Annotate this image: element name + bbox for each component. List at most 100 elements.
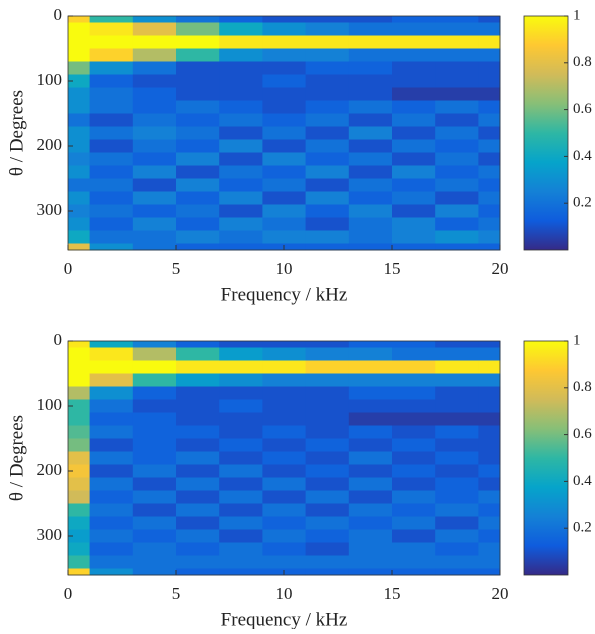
heatmap-cell: [348, 438, 393, 452]
heatmap-cell: [176, 542, 220, 556]
heatmap-cell: [348, 230, 393, 244]
heatmap-cell: [219, 464, 263, 478]
heatmap-cell: [68, 61, 91, 75]
heatmap-cell: [435, 438, 479, 452]
heatmap-cell: [89, 22, 134, 36]
heatmap-cell: [176, 22, 220, 36]
heatmap-cell: [132, 16, 177, 23]
heatmap-cell: [219, 490, 263, 504]
heatmap-cell: [132, 568, 177, 576]
heatmap-cell: [392, 438, 436, 452]
heatmap-cell: [305, 386, 350, 400]
heatmap-cell: [219, 126, 263, 140]
heatmap-cell: [132, 152, 177, 166]
heatmap-cell: [132, 503, 177, 517]
heatmap-cell: [348, 529, 393, 543]
heatmap-cell: [435, 373, 479, 387]
heatmap-cell: [435, 178, 479, 192]
heatmap-cell: [478, 341, 501, 348]
heatmap-cell: [89, 477, 134, 491]
heatmap-cell: [348, 87, 393, 101]
heatmap-cell: [392, 87, 436, 101]
heatmap-cell: [392, 516, 436, 530]
heatmap-cell: [68, 87, 91, 101]
heatmap-cell: [478, 16, 501, 23]
heatmap-cell: [348, 191, 393, 205]
heatmap: [68, 341, 501, 576]
heatmap-cell: [89, 87, 134, 101]
heatmap-cell: [305, 204, 350, 218]
heatmap-cell: [219, 35, 263, 49]
colorbar-tick-label: 0.8: [573, 379, 592, 395]
heatmap-cell: [305, 22, 350, 36]
heatmap-cell: [435, 451, 479, 465]
heatmap-cell: [132, 438, 177, 452]
heatmap-cell: [176, 165, 220, 179]
heatmap-cell: [89, 451, 134, 465]
x-tick-label: 0: [64, 584, 73, 603]
heatmap-cell: [392, 341, 436, 348]
heatmap-cell: [176, 191, 220, 205]
heatmap-cell: [219, 529, 263, 543]
colorbar-tick-label: 0.4: [573, 148, 592, 164]
heatmap-cell: [305, 230, 350, 244]
heatmap-cell: [89, 503, 134, 517]
x-tick-label: 10: [276, 584, 293, 603]
heatmap-cell: [348, 126, 393, 140]
heatmap-cell: [305, 139, 350, 153]
heatmap-cell: [68, 230, 91, 244]
heatmap-cell: [262, 113, 307, 127]
heatmap-cell: [305, 113, 350, 127]
heatmap-cell: [305, 451, 350, 465]
heatmap-cell: [176, 35, 220, 49]
heatmap-cell: [176, 503, 220, 517]
heatmap-cell: [219, 178, 263, 192]
heatmap-cell: [89, 204, 134, 218]
heatmap-cell: [132, 35, 177, 49]
heatmap-cell: [348, 503, 393, 517]
heatmap-cell: [89, 399, 134, 413]
colorbar-tick-label: 1: [573, 7, 581, 23]
heatmap-cell: [305, 126, 350, 140]
heatmap-cell: [68, 48, 91, 62]
heatmap-cell: [392, 74, 436, 88]
heatmap-cell: [176, 464, 220, 478]
heatmap-cell: [89, 529, 134, 543]
heatmap-cell: [435, 425, 479, 439]
heatmap-cell: [348, 35, 393, 49]
heatmap-cell: [348, 412, 393, 426]
heatmap-cell: [176, 438, 220, 452]
heatmap-cell: [132, 126, 177, 140]
heatmap-cell: [478, 48, 501, 62]
heatmap-cell: [262, 178, 307, 192]
heatmap-cell: [262, 516, 307, 530]
heatmap-cell: [435, 22, 479, 36]
heatmap-cell: [176, 347, 220, 361]
heatmap-cell: [305, 87, 350, 101]
heatmap-cell: [68, 503, 91, 517]
heatmap-cell: [435, 48, 479, 62]
heatmap-cell: [219, 425, 263, 439]
colorbar-tick-label: 0.6: [573, 426, 592, 442]
heatmap-cell: [132, 490, 177, 504]
heatmap-cell: [89, 555, 134, 569]
heatmap-cell: [478, 243, 501, 251]
heatmap-cell: [348, 464, 393, 478]
x-tick-label: 15: [384, 584, 401, 603]
heatmap-cell: [219, 555, 263, 569]
heatmap-cell: [176, 178, 220, 192]
heatmap-cell: [68, 555, 91, 569]
heatmap-cell: [478, 126, 501, 140]
heatmap-cell: [68, 477, 91, 491]
heatmap-cell: [132, 61, 177, 75]
heatmap-cell: [132, 477, 177, 491]
heatmap-cell: [305, 152, 350, 166]
heatmap-cell: [262, 425, 307, 439]
heatmap-cell: [348, 399, 393, 413]
heatmap-cell: [478, 165, 501, 179]
heatmap-cell: [305, 529, 350, 543]
heatmap-cell: [478, 360, 501, 374]
heatmap-cell: [176, 516, 220, 530]
heatmap-cell: [132, 412, 177, 426]
heatmap-cell: [348, 204, 393, 218]
